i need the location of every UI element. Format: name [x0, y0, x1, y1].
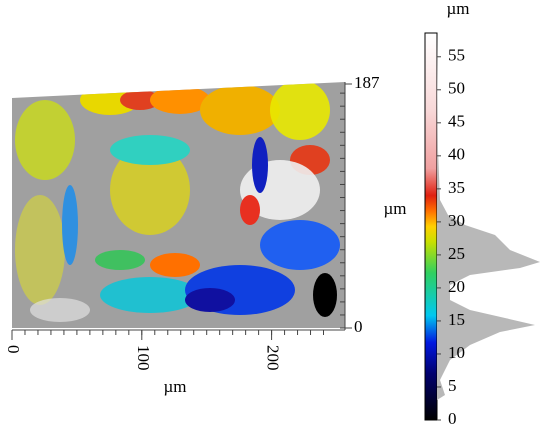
colorbar [424, 32, 438, 421]
colorbar-tick-label: 35 [448, 178, 465, 197]
colorbar-tick-label: 55 [448, 46, 465, 65]
colorbar-top-label: µm [446, 0, 469, 18]
histogram [437, 33, 540, 420]
colorbar-tick-label: 30 [448, 211, 465, 230]
x-tick-label: 0 [4, 345, 23, 354]
colorbar-tick-label: 5 [448, 376, 457, 395]
y-tick-label: 0 [354, 317, 363, 336]
colorbar-tick-label: 15 [448, 310, 465, 329]
y-tick-label: 187 [354, 73, 380, 92]
surface-image [12, 82, 345, 328]
x-tick-label: 200 [264, 345, 283, 371]
colorbar-tick-label: 10 [448, 343, 465, 362]
colorbar-tick-label: 45 [448, 112, 465, 131]
colorbar-side-label: µm [383, 199, 406, 218]
colorbar-tick-label: 20 [448, 277, 465, 296]
x-tick-label: 100 [134, 345, 153, 371]
colorbar-tick-label: 0 [448, 409, 457, 428]
x-axis-label: µm [163, 377, 186, 396]
colorbar-tick-label: 25 [448, 244, 465, 263]
colorbar-tick-label: 50 [448, 79, 465, 98]
colorbar-tick-label: 40 [448, 145, 465, 164]
